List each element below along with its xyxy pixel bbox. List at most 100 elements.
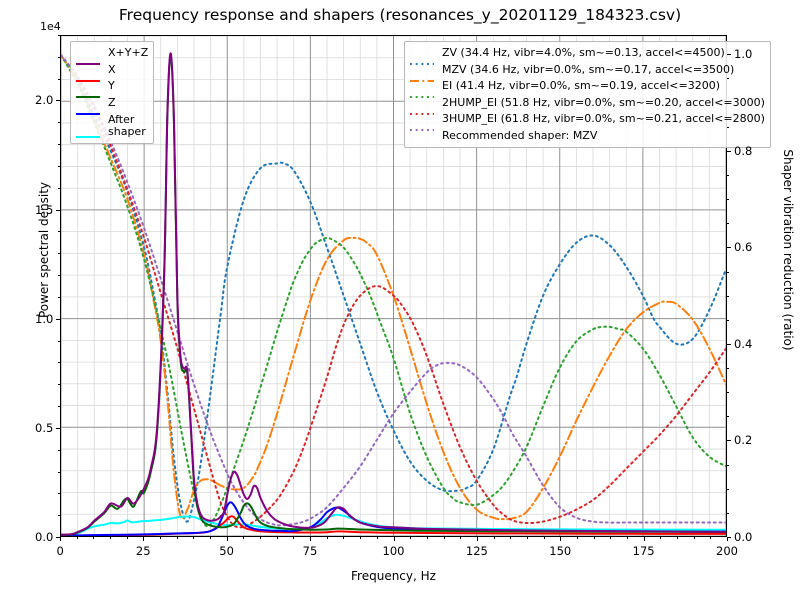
axis-tick — [160, 537, 162, 540]
axis-tick-label: 25 — [135, 544, 151, 558]
legend-line-sample — [76, 79, 100, 82]
axis-tick — [57, 35, 60, 36]
axis-tick — [193, 537, 195, 540]
axis-tick — [727, 174, 730, 176]
axis-tick — [360, 537, 362, 540]
y-axis-label: Power spectral density — [37, 181, 51, 319]
legend-line-sample — [76, 96, 100, 99]
axis-tick — [57, 78, 60, 80]
axis-tick — [626, 537, 628, 540]
axis-tick-label: 200 — [716, 544, 738, 558]
data-layer — [61, 52, 726, 536]
shaper-legend-item[interactable]: ZV (34.4 Hz, vibr=4.0%, sm~=0.13, accel<… — [409, 45, 765, 66]
axis-tick — [57, 449, 60, 451]
axis-tick — [727, 150, 731, 152]
axis-tick — [293, 537, 295, 540]
shaper-legend-item[interactable]: 3HUMP_EI (61.8 Hz, vibr=0.0%, sm~=0.21, … — [409, 111, 765, 132]
axis-tick — [727, 392, 730, 394]
chart-title: Frequency response and shapers (resonanc… — [118, 6, 682, 24]
axis-tick — [56, 318, 60, 320]
axis-tick — [727, 488, 730, 490]
legend-swatch — [409, 85, 435, 99]
legend-swatch — [75, 102, 101, 115]
axis-tick — [526, 537, 528, 540]
axis-tick — [727, 223, 730, 225]
axis-tick — [56, 100, 60, 102]
axis-tick — [393, 537, 395, 541]
axis-tick-label: 0.8 — [734, 143, 753, 158]
axis-tick — [593, 537, 595, 540]
legend-item-label: EI (41.4 Hz, vibr=0.0%, sm~=0.19, accel<… — [442, 79, 720, 93]
legend-swatch — [75, 125, 101, 138]
axis-tick — [693, 537, 695, 540]
axis-tick-label: 150 — [549, 544, 572, 558]
axis-tick — [57, 515, 60, 517]
axis-tick-label: 1.0 — [35, 311, 54, 326]
axis-tick — [57, 493, 60, 495]
y2-axis-label: Shaper vibration reduction (ratio) — [781, 149, 795, 351]
legend-swatch — [409, 102, 435, 115]
axis-tick — [57, 340, 60, 342]
psd-legend-item[interactable]: X — [75, 62, 148, 82]
axis-tick — [560, 537, 562, 541]
psd-legend-item[interactable]: After shaper — [75, 111, 148, 140]
axis-tick-label: 0.6 — [734, 240, 753, 255]
shaper-legend-item[interactable]: MZV (34.6 Hz, vibr=0.0%, sm~=0.17, accel… — [409, 62, 765, 82]
axis-tick — [57, 362, 60, 364]
axis-tick — [727, 537, 731, 538]
axis-tick — [660, 537, 662, 540]
axis-tick-label: 175 — [632, 544, 655, 558]
legend-line-sample — [410, 79, 434, 82]
axis-tick — [126, 537, 128, 540]
axis-tick-label: 0.5 — [35, 420, 54, 435]
axis-tick — [727, 247, 731, 249]
axis-tick — [57, 144, 60, 146]
axis-tick — [727, 512, 730, 514]
legend-item-label: 3HUMP_EI (61.8 Hz, vibr=0.0%, sm~=0.21, … — [442, 112, 765, 126]
axis-tick — [57, 165, 60, 167]
legend-swatch — [409, 118, 435, 132]
axis-tick — [56, 209, 60, 211]
legend-line-sample — [76, 63, 100, 66]
axis-tick — [727, 319, 730, 321]
legend-item-label: Z — [108, 95, 116, 109]
shaper-legend[interactable]: ZV (34.4 Hz, vibr=4.0%, sm~=0.13, accel<… — [404, 41, 771, 148]
axis-tick — [56, 537, 60, 538]
psd-legend-item[interactable]: X+Y+Z — [75, 45, 149, 66]
axis-tick — [76, 537, 78, 540]
x-axis-label: Frequency, Hz — [351, 569, 436, 583]
legend-swatch — [75, 52, 101, 66]
axis-tick — [376, 537, 378, 540]
axis-tick — [326, 537, 328, 540]
axis-tick — [727, 54, 731, 56]
psd-curve-after-shaper — [61, 513, 726, 536]
legend-swatch — [409, 52, 435, 66]
psd-legend[interactable]: X+Y+Z X Y Z After shaper — [70, 41, 155, 144]
axis-tick-label: 1.0 — [734, 47, 753, 62]
axis-tick — [210, 537, 212, 540]
axis-tick — [57, 384, 60, 386]
psd-legend-item[interactable]: Y — [75, 78, 148, 99]
axis-tick-label: 0 — [56, 544, 64, 558]
legend-swatch — [75, 85, 101, 99]
axis-tick — [57, 187, 60, 189]
axis-tick-label: 50 — [219, 544, 234, 558]
axis-tick — [57, 122, 60, 124]
psd-legend-item[interactable]: Z — [75, 95, 148, 115]
legend-line-sample — [410, 96, 434, 99]
shaper-legend-item[interactable]: EI (41.4 Hz, vibr=0.0%, sm~=0.19, accel<… — [409, 78, 765, 99]
shaper-curve-zv — [61, 54, 726, 523]
legend-item-label: ZV (34.4 Hz, vibr=4.0%, sm~=0.13, accel<… — [442, 46, 725, 60]
axis-tick — [56, 427, 60, 429]
shaper-legend-item[interactable]: 2HUMP_EI (51.8 Hz, vibr=0.0%, sm~=0.20, … — [409, 95, 765, 115]
psd-curve-x-y-z — [61, 52, 726, 536]
axis-tick — [410, 537, 412, 540]
axis-tick — [676, 537, 678, 540]
legend-line-sample — [410, 63, 434, 66]
legend-item-label: MZV (34.6 Hz, vibr=0.0%, sm~=0.17, accel… — [442, 62, 735, 76]
axis-tick — [143, 537, 145, 541]
shaper-curve-2hump_ei — [61, 54, 726, 529]
legend-item-label: X+Y+Z — [108, 46, 149, 60]
legend-item-label: Y — [108, 79, 115, 93]
